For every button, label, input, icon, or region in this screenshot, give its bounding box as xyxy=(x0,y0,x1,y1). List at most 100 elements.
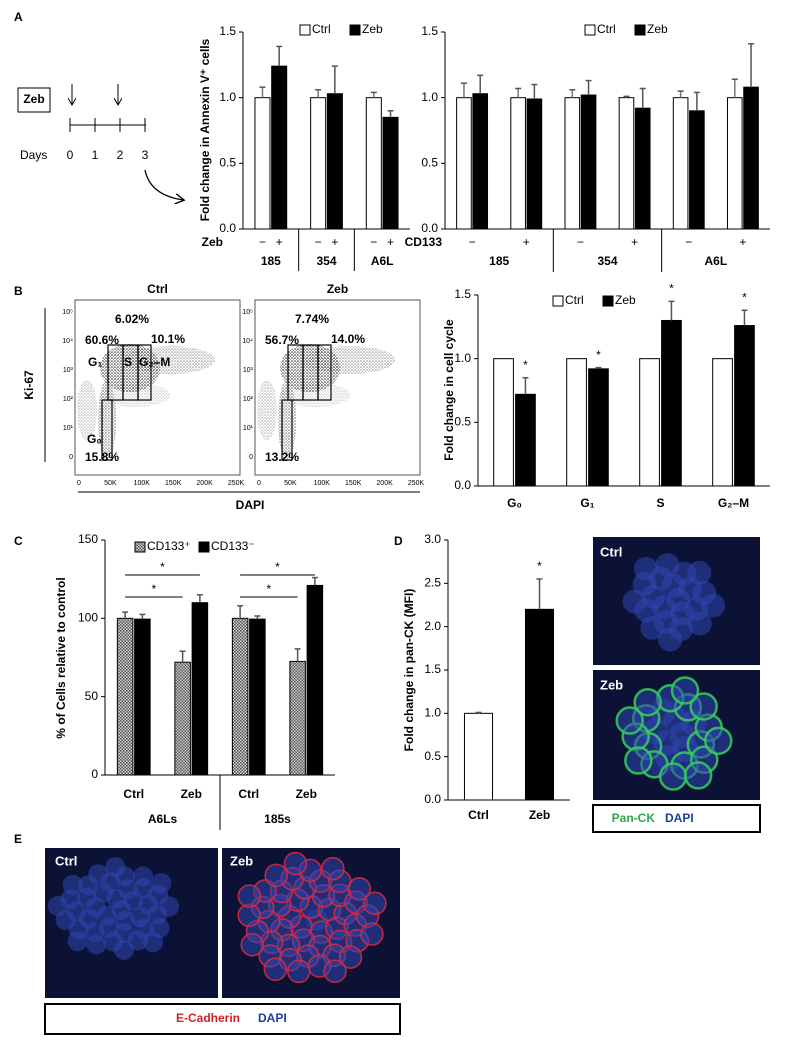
flow-title: Ctrl xyxy=(147,282,168,296)
cell xyxy=(701,593,726,618)
image-label: Zeb xyxy=(600,677,623,692)
cell xyxy=(615,706,644,735)
legend-stain: E-Cadherin xyxy=(176,1011,240,1025)
error-bar xyxy=(677,90,684,98)
y-axis-label: Fold change in pan-CK (MFI) xyxy=(402,589,416,752)
bar xyxy=(326,93,343,230)
bar xyxy=(472,93,489,230)
group-label: A6Ls xyxy=(148,812,178,826)
curved-arrow xyxy=(144,169,183,200)
legend-label: Zeb xyxy=(615,293,636,307)
y-tick-label: 0.5 xyxy=(219,156,236,170)
gate-percent: 6.02% xyxy=(115,312,149,326)
cell xyxy=(62,874,83,895)
group-label: 185s xyxy=(264,812,291,826)
bar xyxy=(310,97,327,230)
event-cloud xyxy=(125,346,215,374)
gate-name: G₀ xyxy=(87,432,102,446)
day-label: 0 xyxy=(67,148,74,162)
x-tick-label: Ctrl xyxy=(238,787,259,801)
x-tick-label: G₁ xyxy=(580,496,594,510)
bar xyxy=(689,110,705,230)
bar xyxy=(712,358,733,487)
x-tick-label: G₂–M xyxy=(718,496,749,510)
error-bar xyxy=(139,613,146,620)
y-tick-label: 0.5 xyxy=(421,156,438,170)
cell xyxy=(622,589,647,614)
error-bar xyxy=(639,87,646,109)
legend-swatch xyxy=(634,24,646,36)
bar xyxy=(634,107,651,230)
x-tick-label: + xyxy=(739,235,746,249)
significance-star: * xyxy=(275,560,280,574)
bar xyxy=(456,97,472,230)
y-tick-label: 2.5 xyxy=(424,576,441,590)
y-tick-label: 1.5 xyxy=(421,24,438,38)
error-bar xyxy=(370,91,377,98)
error-bar xyxy=(276,45,283,67)
bar xyxy=(743,86,759,230)
error-bar xyxy=(259,86,266,98)
cell xyxy=(151,872,172,893)
bar xyxy=(382,116,399,230)
legend-swatch xyxy=(299,24,311,36)
flow-y-tick: 10³ xyxy=(243,367,254,374)
cell xyxy=(338,945,363,969)
error-bar xyxy=(522,377,529,395)
error-bar xyxy=(515,87,522,98)
y-tick-label: 3.0 xyxy=(424,532,441,546)
flow-y-tick: 10⁴ xyxy=(62,338,73,345)
cell xyxy=(159,896,180,917)
significance-star: * xyxy=(742,290,747,304)
cell xyxy=(105,857,126,878)
panel-label: E xyxy=(14,832,22,846)
flow-x-tick: 150K xyxy=(165,480,182,487)
error-bar xyxy=(569,89,576,98)
error-bar xyxy=(331,65,338,94)
error-bar xyxy=(595,366,602,369)
cell xyxy=(323,959,347,984)
drug-box xyxy=(17,87,51,113)
flow-y-tick: 10² xyxy=(243,396,254,403)
legend-label: CD133⁺ xyxy=(147,539,191,553)
bar xyxy=(588,368,609,487)
gate-percent: 7.74% xyxy=(295,312,329,326)
gate xyxy=(101,399,113,461)
bar xyxy=(116,617,134,776)
flow-x-tick: 250K xyxy=(408,480,425,487)
x-sign-label: + xyxy=(387,235,394,249)
bar xyxy=(734,325,755,487)
cell xyxy=(658,762,688,791)
cell xyxy=(240,932,265,957)
significance-star: * xyxy=(537,559,542,573)
cell xyxy=(655,553,680,578)
bar xyxy=(661,319,682,487)
flow-x-tick: 0 xyxy=(257,480,261,487)
bar xyxy=(564,97,581,230)
x-tick-label: Ctrl xyxy=(468,808,489,822)
legend-swatch xyxy=(584,24,596,36)
error-bar xyxy=(460,82,467,98)
panel-label: B xyxy=(14,284,23,298)
legend-label: Ctrl xyxy=(312,22,331,36)
error-bar xyxy=(254,615,261,620)
cell xyxy=(633,688,662,717)
bar xyxy=(306,584,324,776)
bar xyxy=(672,97,689,230)
flow-y-tick: 10² xyxy=(63,396,74,403)
bar xyxy=(463,712,494,801)
y-tick-label: 0.5 xyxy=(424,749,441,763)
gate xyxy=(317,344,332,401)
cell xyxy=(704,726,733,756)
x-tick-label: S xyxy=(656,496,664,510)
error-bar xyxy=(693,91,700,111)
flow-y-tick: 0 xyxy=(69,454,73,461)
panel-label: A xyxy=(14,10,23,24)
error-bar xyxy=(475,711,482,714)
cell xyxy=(634,556,659,581)
x-tick-label: − xyxy=(469,235,476,249)
legend-swatch xyxy=(198,541,210,553)
x-tick-label: Zeb xyxy=(529,808,550,822)
x-tick-label: 185 xyxy=(261,254,281,268)
bar xyxy=(639,358,660,487)
